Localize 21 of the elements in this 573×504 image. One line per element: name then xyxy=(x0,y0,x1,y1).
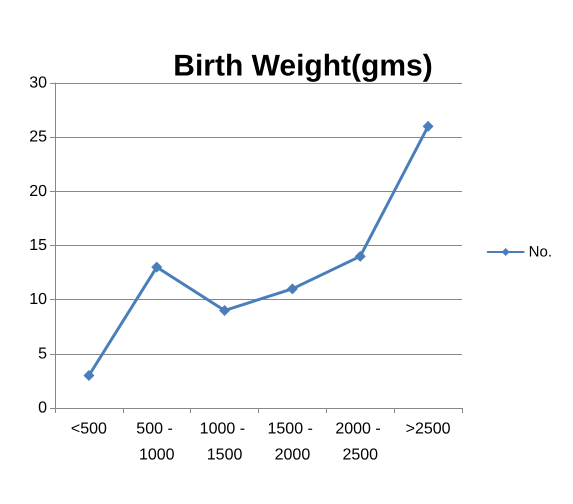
x-tick-label: >2500 xyxy=(406,420,451,438)
point xyxy=(354,250,366,262)
point xyxy=(422,120,434,132)
y-tick-label: 0 xyxy=(38,400,48,416)
point xyxy=(151,262,162,273)
point xyxy=(219,305,230,316)
x-tick-label: 500 - 1000 xyxy=(136,420,178,464)
y-tick-label: 15 xyxy=(29,237,48,254)
point xyxy=(83,370,94,381)
x-tick-label: <500 xyxy=(70,420,108,438)
y-tick-label: 20 xyxy=(29,182,48,200)
legend-label: No. xyxy=(528,244,552,260)
y-tick-label: 10 xyxy=(29,291,48,308)
x-tick-label: 1000 - 1500 xyxy=(200,420,250,464)
x-tick-label: 2000 - 2500 xyxy=(335,420,386,464)
chart-title: Birth Weight(gms) xyxy=(173,50,433,82)
y-tick-label: 5 xyxy=(38,345,48,362)
y-tick-label: 30 xyxy=(29,74,48,92)
x-tick-label: 1500 - 2000 xyxy=(268,420,318,464)
y-tick-label: 25 xyxy=(29,128,48,146)
point xyxy=(286,283,298,294)
